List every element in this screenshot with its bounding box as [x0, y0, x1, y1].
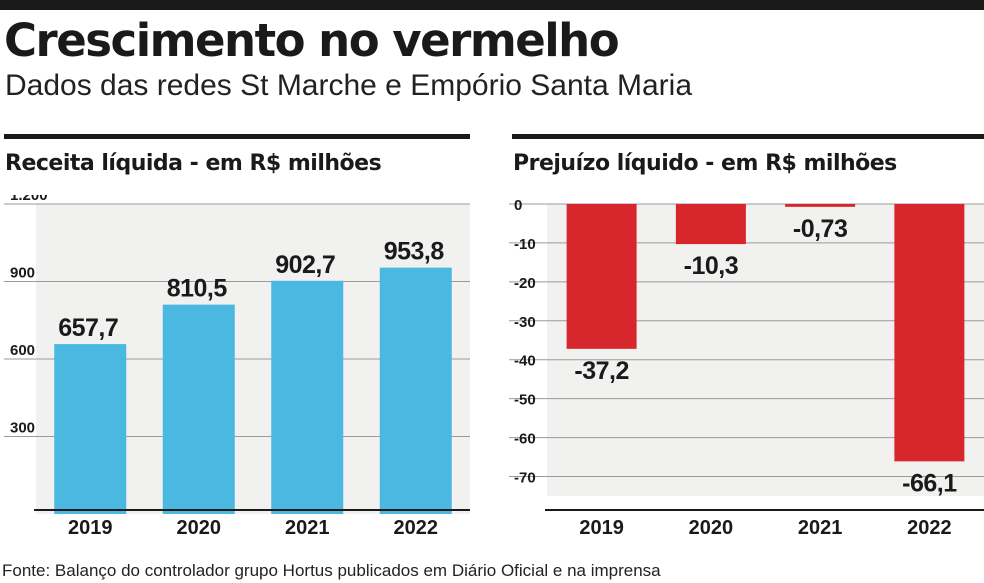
bar — [566, 204, 637, 349]
bar — [785, 204, 856, 207]
bar-value-label: -10,3 — [684, 252, 738, 280]
bar — [54, 344, 127, 514]
y-tick-label: 900 — [10, 265, 35, 282]
y-tick-label: 1.200 — [10, 195, 48, 204]
loss-chart-title: Prejuízo líquido - em R$ milhões — [513, 151, 897, 176]
bar-value-label: -66,1 — [902, 469, 957, 497]
bar-value-label: -0,73 — [793, 215, 847, 243]
source-note: Fonte: Balanço do controlador grupo Hort… — [2, 561, 661, 580]
y-tick-label: 0 — [514, 197, 522, 214]
bar-value-label: 902,7 — [275, 251, 335, 279]
top-rule — [0, 0, 984, 10]
y-tick-label: -40 — [514, 353, 536, 370]
page-subtitle: Dados das redes St Marche e Empório Sant… — [5, 69, 692, 102]
y-tick-label: -60 — [514, 431, 536, 448]
revenue-chart-title: Receita líquida - em R$ milhões — [5, 151, 382, 176]
y-tick-label: -20 — [514, 275, 536, 292]
y-tick-label: -70 — [514, 470, 536, 487]
bar — [162, 304, 235, 514]
bar — [379, 267, 452, 514]
y-tick-label: -10 — [514, 236, 536, 253]
bar-value-label: 953,8 — [384, 238, 445, 266]
revenue-panel-rule — [4, 134, 470, 139]
bar — [271, 280, 344, 514]
loss-panel-rule — [512, 134, 984, 139]
loss-chart: 0 -10 -20 -30 -40 -50 -60 -70 -37,2 2019 -10,3 2020… — [509, 197, 984, 539]
y-tick-label: 600 — [10, 342, 35, 359]
y-tick-label: -50 — [514, 392, 536, 409]
x-tick-label: 2020 — [177, 517, 222, 539]
y-tick-label: -30 — [514, 314, 536, 331]
x-tick-label: 2021 — [285, 517, 330, 539]
x-tick-label: 2019 — [68, 517, 113, 539]
x-tick-label: 2021 — [798, 517, 843, 539]
page-title: Crescimento no vermelho — [4, 14, 620, 67]
x-tick-label: 2020 — [689, 517, 734, 539]
x-tick-label: 2019 — [579, 517, 624, 539]
revenue-chart: 300 600 900 1.200 657,7 2019 810,5 2020 902,7 202… — [4, 195, 470, 539]
bar-value-label: 657,7 — [58, 314, 118, 342]
y-tick-label: 300 — [10, 420, 35, 437]
bar-value-label: -37,2 — [574, 357, 628, 385]
bar — [894, 204, 965, 462]
bar-value-label: 810,5 — [167, 275, 228, 303]
x-tick-label: 2022 — [907, 517, 952, 539]
x-tick-label: 2022 — [394, 517, 439, 539]
bar — [675, 204, 746, 245]
